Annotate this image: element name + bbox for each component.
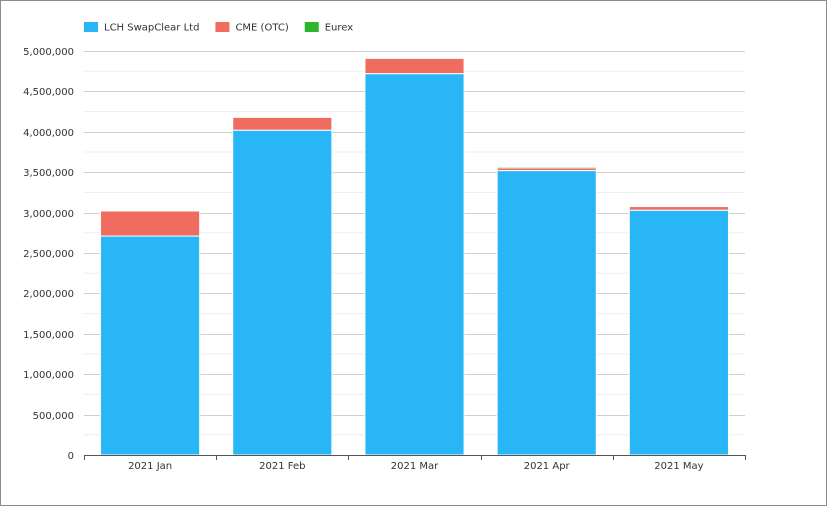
- bar-segment[interactable]: 2021 Apr — Eurex: 15,000: [496, 166, 597, 169]
- y-tick-label: 500,000: [33, 411, 74, 422]
- x-tick-label: 2021 Mar: [391, 461, 439, 472]
- bar-segment[interactable]: 2021 Mar — CME (OTC): 190,000: [364, 57, 465, 75]
- y-tick-label: 3,500,000: [23, 168, 74, 179]
- legend-swatch[interactable]: [304, 22, 319, 32]
- y-tick-label: 2,000,000: [23, 289, 74, 300]
- y-tick-label: 0: [68, 451, 74, 462]
- bar-segment[interactable]: 2021 May — LCH SwapClear Ltd: 3,030,000: [628, 209, 729, 456]
- y-axis-tick-labels: 0 500,000 1,000,000 1,500,000 2,000,000 2,500…: [23, 47, 74, 462]
- legend-label[interactable]: Eurex: [325, 23, 354, 34]
- axes-layer: [84, 455, 746, 460]
- bar-segment[interactable]: 2021 Mar — LCH SwapClear Ltd: 4,720,000: [364, 73, 465, 456]
- legend[interactable]: LCH SwapClear Ltd CME (OTC) Eurex: [84, 22, 353, 34]
- y-tick-label: 1,500,000: [23, 330, 74, 341]
- legend-swatch[interactable]: [84, 22, 98, 32]
- bar-segment[interactable]: 2021 Apr — LCH SwapClear Ltd: 3,520,000: [496, 170, 597, 456]
- y-tick-label: 3,000,000: [23, 209, 74, 220]
- bar-segment[interactable]: 2021 Feb — LCH SwapClear Ltd: 4,020,000: [232, 129, 333, 456]
- x-tick-label: 2021 Feb: [259, 461, 305, 472]
- bar-segment[interactable]: 2021 Feb — CME (OTC): 160,000: [232, 116, 333, 131]
- y-tick-label: 4,500,000: [23, 87, 74, 98]
- x-tick-label: 2021 Apr: [524, 461, 571, 472]
- bar-segment[interactable]: 2021 Mar — Eurex: 10,000: [364, 56, 465, 59]
- bar-segment[interactable]: 2021 May — Eurex: 10,000: [628, 205, 729, 208]
- bar-segment[interactable]: 2021 Jan — CME (OTC): 310,000: [100, 210, 201, 237]
- y-tick-label: 4,000,000: [23, 128, 74, 139]
- legend-label[interactable]: LCH SwapClear Ltd: [104, 23, 199, 34]
- bar-segment[interactable]: 2021 May — CME (OTC): 45,000: [628, 206, 729, 211]
- bar-segment[interactable]: 2021 Jan — LCH SwapClear Ltd: 2,710,000: [100, 235, 201, 456]
- legend-label[interactable]: CME (OTC): [235, 23, 288, 34]
- bars-layer: 2021 Jan — LCH SwapClear Ltd: 2,710,0002…: [100, 56, 729, 456]
- x-axis-tick-labels: 2021 Jan 2021 Feb 2021 Mar 2021 Apr 2021 May: [128, 461, 704, 472]
- x-tick-label: 2021 May: [654, 461, 703, 472]
- y-tick-label: 1,000,000: [23, 370, 74, 381]
- x-tick-label: 2021 Jan: [128, 461, 172, 472]
- legend-swatch[interactable]: [215, 22, 230, 32]
- y-tick-label: 5,000,000: [23, 47, 74, 58]
- y-tick-label: 2,500,000: [23, 249, 74, 260]
